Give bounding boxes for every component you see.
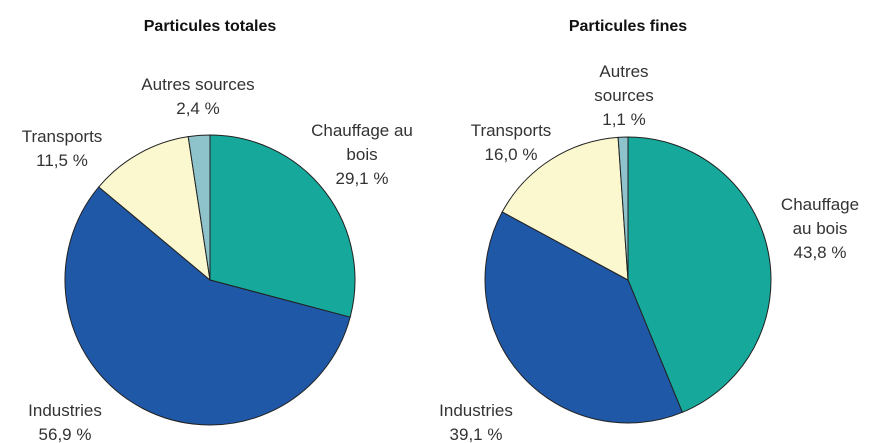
pie-slice bbox=[501, 136, 629, 281]
value-label: 29,1 % bbox=[335, 169, 389, 188]
value-label: 2,4 % bbox=[176, 99, 220, 118]
pie-slice bbox=[64, 186, 351, 426]
pie-slice bbox=[617, 136, 629, 281]
value-label: 43,8 % bbox=[793, 243, 847, 262]
value-label: 1,1 % bbox=[602, 110, 646, 129]
slice-label: Autres sources 2,4 % bbox=[118, 73, 278, 121]
pie-slice bbox=[627, 136, 772, 413]
category-label: Autres sources bbox=[594, 62, 654, 105]
pie-slice bbox=[187, 134, 211, 281]
category-label: Chauffage au bois bbox=[311, 121, 413, 164]
value-label: 11,5 % bbox=[36, 151, 88, 170]
slice-label: Industries 56,9 % bbox=[5, 399, 125, 443]
value-label: 39,1 % bbox=[449, 425, 503, 443]
slice-label: Transports 11,5 % bbox=[2, 125, 122, 173]
category-label: Transports bbox=[21, 127, 103, 146]
value-label: 16,0 % bbox=[484, 145, 538, 164]
slice-label: Chauffage au bois 43,8 % bbox=[770, 193, 870, 265]
slice-label: Transports 16,0 % bbox=[451, 119, 571, 167]
chart-title: Particules fines bbox=[568, 18, 688, 35]
pie-slice bbox=[209, 134, 356, 318]
slice-label: Autres sources 1,1 % bbox=[584, 60, 664, 132]
category-label: Chauffage au bois bbox=[780, 195, 860, 238]
pie-slice bbox=[484, 211, 683, 424]
category-label: Industries bbox=[439, 401, 513, 420]
category-label: Autres sources bbox=[141, 75, 255, 94]
category-label: Industries bbox=[28, 401, 102, 420]
category-label: Transports bbox=[470, 121, 552, 140]
pie-slice bbox=[98, 136, 211, 282]
slice-label: Chauffage au bois 29,1 % bbox=[307, 119, 417, 191]
chart-title: Particules totales bbox=[143, 18, 277, 35]
slice-label: Industries 39,1 % bbox=[416, 399, 536, 443]
value-label: 56,9 % bbox=[38, 425, 92, 443]
